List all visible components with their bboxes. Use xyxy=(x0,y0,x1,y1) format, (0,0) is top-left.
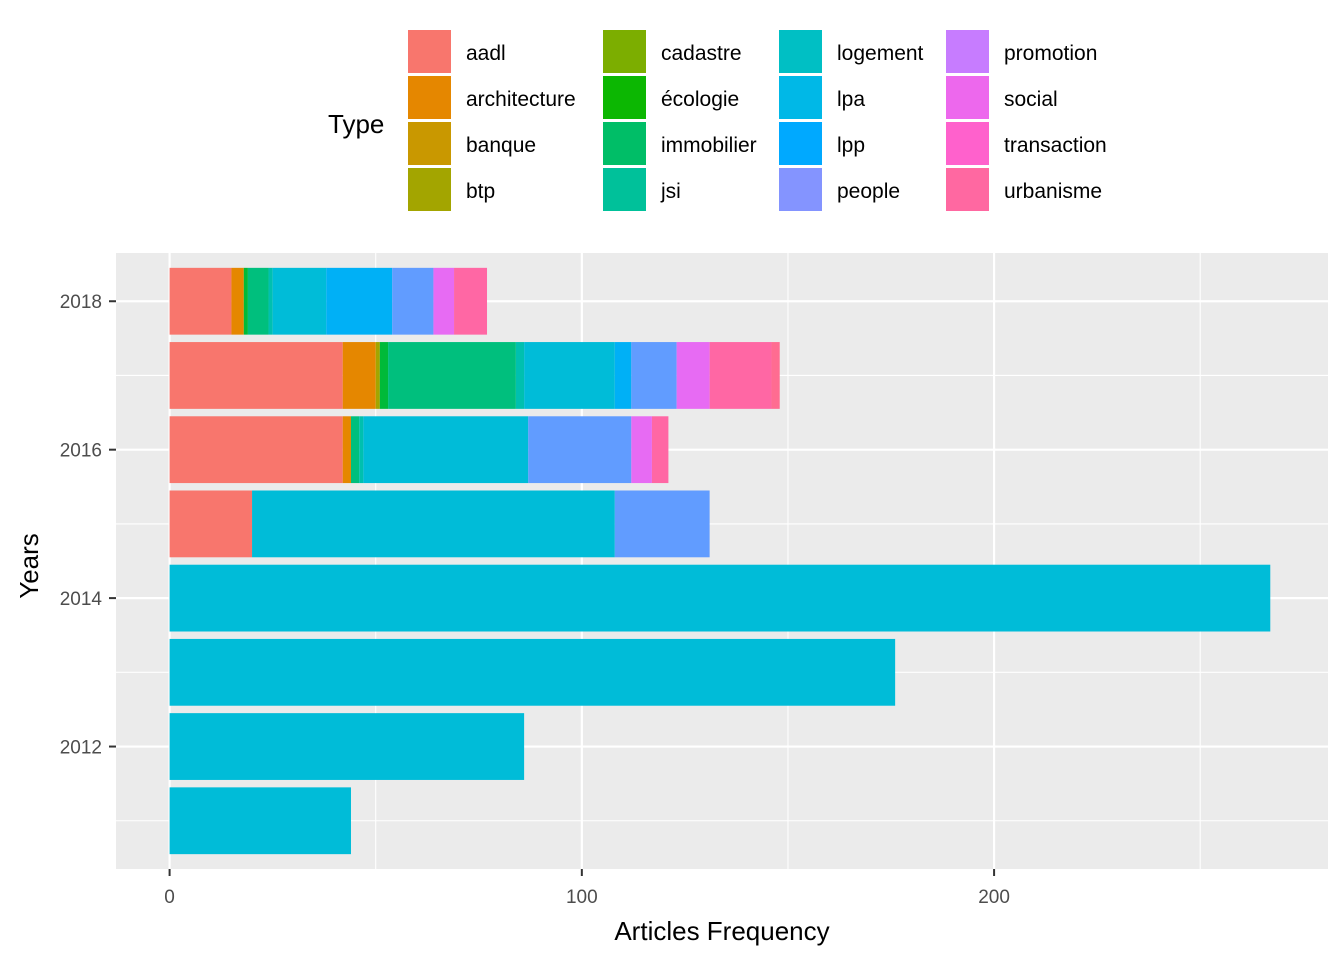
y-tick-label: 2014 xyxy=(60,589,103,610)
legend-label-banque: banque xyxy=(466,134,536,157)
bar-2018-promotion xyxy=(433,267,455,335)
legend-label-aadl: aadl xyxy=(466,42,506,65)
bar-2017-urbanisme xyxy=(771,342,780,409)
legend-key-jsi xyxy=(603,168,646,211)
bar-2016-logement xyxy=(363,416,529,484)
legend-key-immobilier xyxy=(603,122,646,165)
bar-2018-écologie xyxy=(243,267,248,335)
legend-key-aadl xyxy=(408,30,451,73)
bar-2017-immobilier xyxy=(388,342,516,409)
legend-key-people xyxy=(779,168,822,211)
bar-2017-aadl xyxy=(169,342,343,409)
x-tick-label: 100 xyxy=(566,887,598,908)
bar-2011-logement xyxy=(169,787,351,855)
bar-2014-logement xyxy=(169,564,1271,632)
legend-label-transaction: transaction xyxy=(1004,134,1107,157)
legend-label-social: social xyxy=(1004,88,1058,111)
bar-2018-jsi xyxy=(268,267,273,335)
y-tick-label: 2016 xyxy=(60,441,102,462)
bar-2018-aadl xyxy=(169,267,232,335)
legend-label-jsi: jsi xyxy=(660,180,681,203)
legend-label-immobilier: immobilier xyxy=(661,134,757,157)
bar-2016-jsi xyxy=(359,416,364,484)
legend-label-lpp: lpp xyxy=(837,134,865,157)
legend-label-architecture: architecture xyxy=(466,88,576,111)
legend-label-lpa: lpa xyxy=(837,88,865,111)
bar-2017-lpa xyxy=(614,342,632,409)
legend-label-promotion: promotion xyxy=(1004,42,1097,65)
x-axis: 0 100 200 xyxy=(164,869,1010,908)
bar-2017-écologie xyxy=(379,342,389,409)
bar-2018-immobilier xyxy=(247,267,269,335)
y-axis: 2012 2014 2016 2018 xyxy=(60,292,116,759)
bars xyxy=(169,267,1271,855)
y-tick-label: 2018 xyxy=(60,292,102,313)
legend-key-cadastre xyxy=(603,30,646,73)
legend-key-lpp xyxy=(779,122,822,165)
legend-label-logement: logement xyxy=(837,42,924,65)
legend-key-écologie xyxy=(603,76,646,119)
bar-2018-transaction xyxy=(454,267,488,335)
legend-key-urbanisme xyxy=(946,168,989,211)
bar-2013-logement xyxy=(169,638,896,706)
x-tick-label: 0 xyxy=(164,887,175,908)
legend-title: Type xyxy=(328,109,384,139)
legend-key-architecture xyxy=(408,76,451,119)
x-tick-label: 200 xyxy=(978,887,1010,908)
bar-2015-aadl xyxy=(169,490,253,558)
bar-2016-aadl xyxy=(169,416,343,484)
bar-2017-btp xyxy=(375,342,380,409)
legend-key-lpa xyxy=(779,76,822,119)
legend-key-logement xyxy=(779,30,822,73)
bar-2017-transaction xyxy=(709,342,772,409)
bar-2017-promotion xyxy=(676,342,710,409)
bar-2016-lpp xyxy=(528,416,632,484)
legend-label-cadastre: cadastre xyxy=(661,42,742,65)
bar-2016-transaction xyxy=(651,416,669,484)
bar-2018-logement xyxy=(272,267,327,335)
bar-2017-lpp xyxy=(631,342,677,409)
bar-2018-lpa xyxy=(326,267,393,335)
bar-2017-jsi xyxy=(515,342,525,409)
x-axis-title: Articles Frequency xyxy=(614,916,829,946)
legend-key-banque xyxy=(408,122,451,165)
bar-2016-promotion xyxy=(631,416,652,484)
bar-2018-lpp xyxy=(392,267,434,335)
legend: Type aadl architecture banque btp cadastre éc… xyxy=(328,30,1107,211)
legend-key-social xyxy=(946,76,989,119)
legend-label-écologie: écologie xyxy=(661,88,739,111)
legend-key-promotion xyxy=(946,30,989,73)
bar-2015-logement xyxy=(252,490,615,558)
bar-2016-architecture xyxy=(342,416,351,484)
bar-2017-logement xyxy=(524,342,615,409)
bar-2017-architecture xyxy=(342,342,376,409)
bar-2016-immobilier xyxy=(350,416,360,484)
bar-2018-architecture xyxy=(231,267,244,335)
legend-key-transaction xyxy=(946,122,989,165)
legend-label-btp: btp xyxy=(466,180,495,203)
legend-key-btp xyxy=(408,168,451,211)
legend-label-urbanisme: urbanisme xyxy=(1004,180,1102,203)
y-tick-label: 2012 xyxy=(60,738,102,759)
y-axis-title: Years xyxy=(14,533,44,599)
bar-2012-logement xyxy=(169,713,525,780)
legend-label-people: people xyxy=(837,180,900,203)
bar-2015-lpp xyxy=(614,490,710,558)
